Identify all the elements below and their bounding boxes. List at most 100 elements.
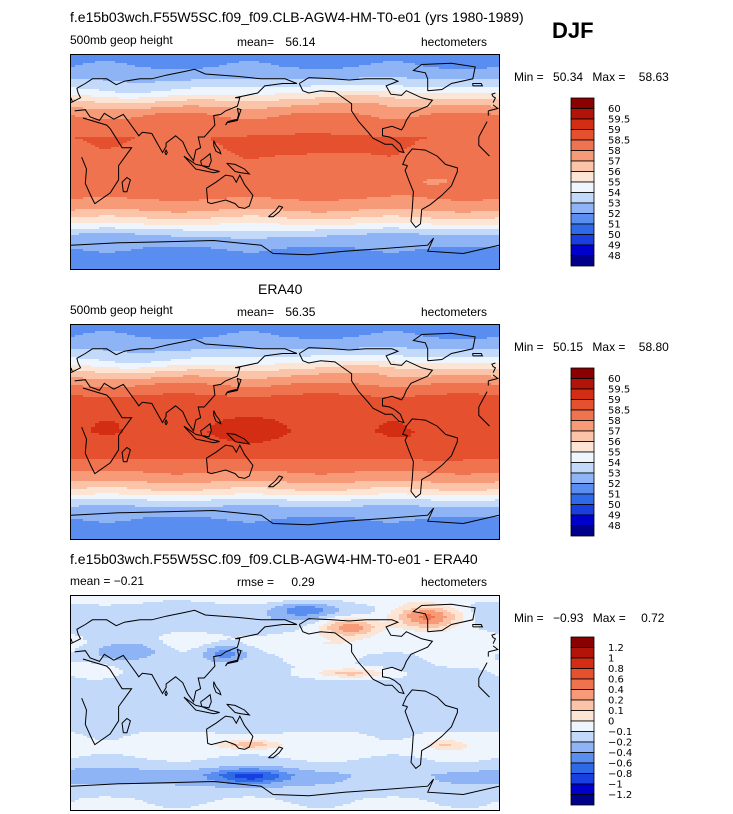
contour-fill-band — [411, 487, 499, 490]
contour-fill-band — [71, 634, 76, 637]
contour-fill-band — [299, 67, 344, 70]
contour-fill-band — [211, 499, 288, 502]
contour-fill-band — [391, 678, 499, 681]
contour-fill-band — [367, 197, 428, 200]
contour-fill-band — [211, 772, 228, 775]
contour-fill-band — [71, 483, 499, 486]
contour-fill-band — [155, 113, 208, 116]
contour-fill-band — [279, 756, 372, 759]
contour-fill-band — [267, 487, 372, 490]
contour-fill-band — [383, 433, 412, 436]
contour-fill-band — [219, 335, 280, 338]
coastline-borneo-indonesia — [183, 696, 220, 715]
contour-fill-band — [315, 784, 499, 787]
contour-fill-band — [127, 333, 228, 336]
contour-fill-band — [263, 742, 280, 745]
contour-fill-band — [415, 431, 499, 434]
contour-fill-band — [75, 137, 136, 140]
contour-fill-band — [111, 604, 284, 607]
contour-fill-band — [339, 199, 452, 202]
contour-fill-band — [131, 734, 368, 737]
contour-fill-band — [347, 778, 436, 781]
contour-fill-band — [343, 642, 499, 645]
contour-fill-band — [203, 67, 300, 70]
contour-fill-band — [79, 87, 192, 90]
contour-fill-band — [291, 670, 324, 673]
contour-fill-band — [299, 676, 340, 679]
contour-fill-band — [371, 487, 412, 490]
contour-fill-band — [391, 155, 499, 158]
panel-1-max-value: 58.63 — [638, 70, 669, 84]
contour-fill-band — [71, 493, 96, 496]
contour-fill-band — [227, 782, 272, 785]
contour-fill-band — [71, 121, 499, 124]
contour-fill-band — [479, 628, 499, 631]
contour-fill-band — [335, 806, 452, 809]
coastline-antarctica — [71, 507, 499, 526]
coastline-japan — [225, 648, 242, 667]
contour-fill-band — [219, 756, 280, 759]
contour-fill-band — [411, 435, 499, 438]
colorbar-tick-label: −0.2 — [608, 738, 632, 749]
contour-fill-band — [339, 626, 364, 629]
contour-fill-band — [71, 630, 296, 633]
contour-fill-band — [143, 800, 216, 803]
contour-fill-band — [335, 616, 388, 619]
contour-fill-band — [419, 656, 496, 659]
contour-fill-band — [427, 744, 440, 747]
contour-fill-band — [247, 135, 372, 138]
contour-fill-band — [215, 99, 280, 102]
contour-fill-band — [71, 393, 164, 396]
contour-fill-band — [423, 181, 448, 184]
contour-fill-band — [71, 604, 100, 607]
contour-fill-band — [279, 421, 388, 424]
contour-fill-band — [315, 606, 336, 609]
contour-fill-band — [247, 654, 276, 657]
panel-1-min-label: Min = — [514, 70, 544, 84]
contour-fill-band — [71, 467, 499, 470]
contour-fill-band — [91, 754, 124, 757]
panel-1-max-label: Max = — [592, 70, 626, 84]
contour-fill-band — [435, 616, 448, 619]
contour-fill-band — [231, 151, 404, 154]
contour-fill-band — [167, 365, 344, 368]
contour-fill-band — [243, 251, 260, 254]
contour-fill-band — [211, 429, 292, 432]
contour-fill-band — [115, 331, 240, 334]
contour-fill-band — [431, 375, 492, 378]
contour-fill-band — [203, 656, 220, 659]
contour-fill-band — [231, 748, 268, 751]
contour-fill-band — [351, 217, 432, 220]
colorbar-tick-label: −1.2 — [608, 790, 632, 801]
contour-fill-band — [439, 622, 452, 625]
contour-fill-band — [383, 672, 408, 675]
contour-fill-band — [119, 427, 212, 430]
contour-fill-band — [407, 672, 492, 675]
contour-fill-band — [207, 776, 224, 779]
contour-fill-band — [71, 227, 100, 230]
contour-fill-band — [383, 630, 416, 633]
contour-fill-band — [143, 644, 168, 647]
contour-fill-band — [359, 660, 428, 663]
contour-fill-band — [187, 99, 216, 102]
contour-fill-band — [223, 776, 236, 779]
contour-fill-band — [375, 626, 420, 629]
coastline-borneo-indonesia — [183, 155, 220, 174]
contour-fill-band — [343, 365, 380, 368]
contour-fill-band — [403, 612, 412, 615]
contour-fill-band — [395, 367, 499, 370]
panel-1-mean-label: mean= 56.14 — [237, 35, 315, 49]
contour-fill-band — [71, 235, 172, 238]
contour-fill-band — [243, 521, 256, 524]
coastline-borneo-indonesia — [183, 425, 220, 444]
contour-fill-band — [291, 758, 360, 761]
panel-2-variable-label: 500mb geop height — [70, 303, 173, 317]
contour-fill-band — [263, 493, 380, 496]
coastline-philippines — [213, 681, 222, 696]
colorbar-tick-label: −0.6 — [608, 759, 632, 770]
contour-fill-band — [71, 215, 100, 218]
contour-fill-band — [267, 107, 499, 110]
contour-fill-band — [71, 109, 499, 112]
contour-fill-band — [327, 628, 340, 631]
colorbar-swatch — [570, 213, 595, 225]
